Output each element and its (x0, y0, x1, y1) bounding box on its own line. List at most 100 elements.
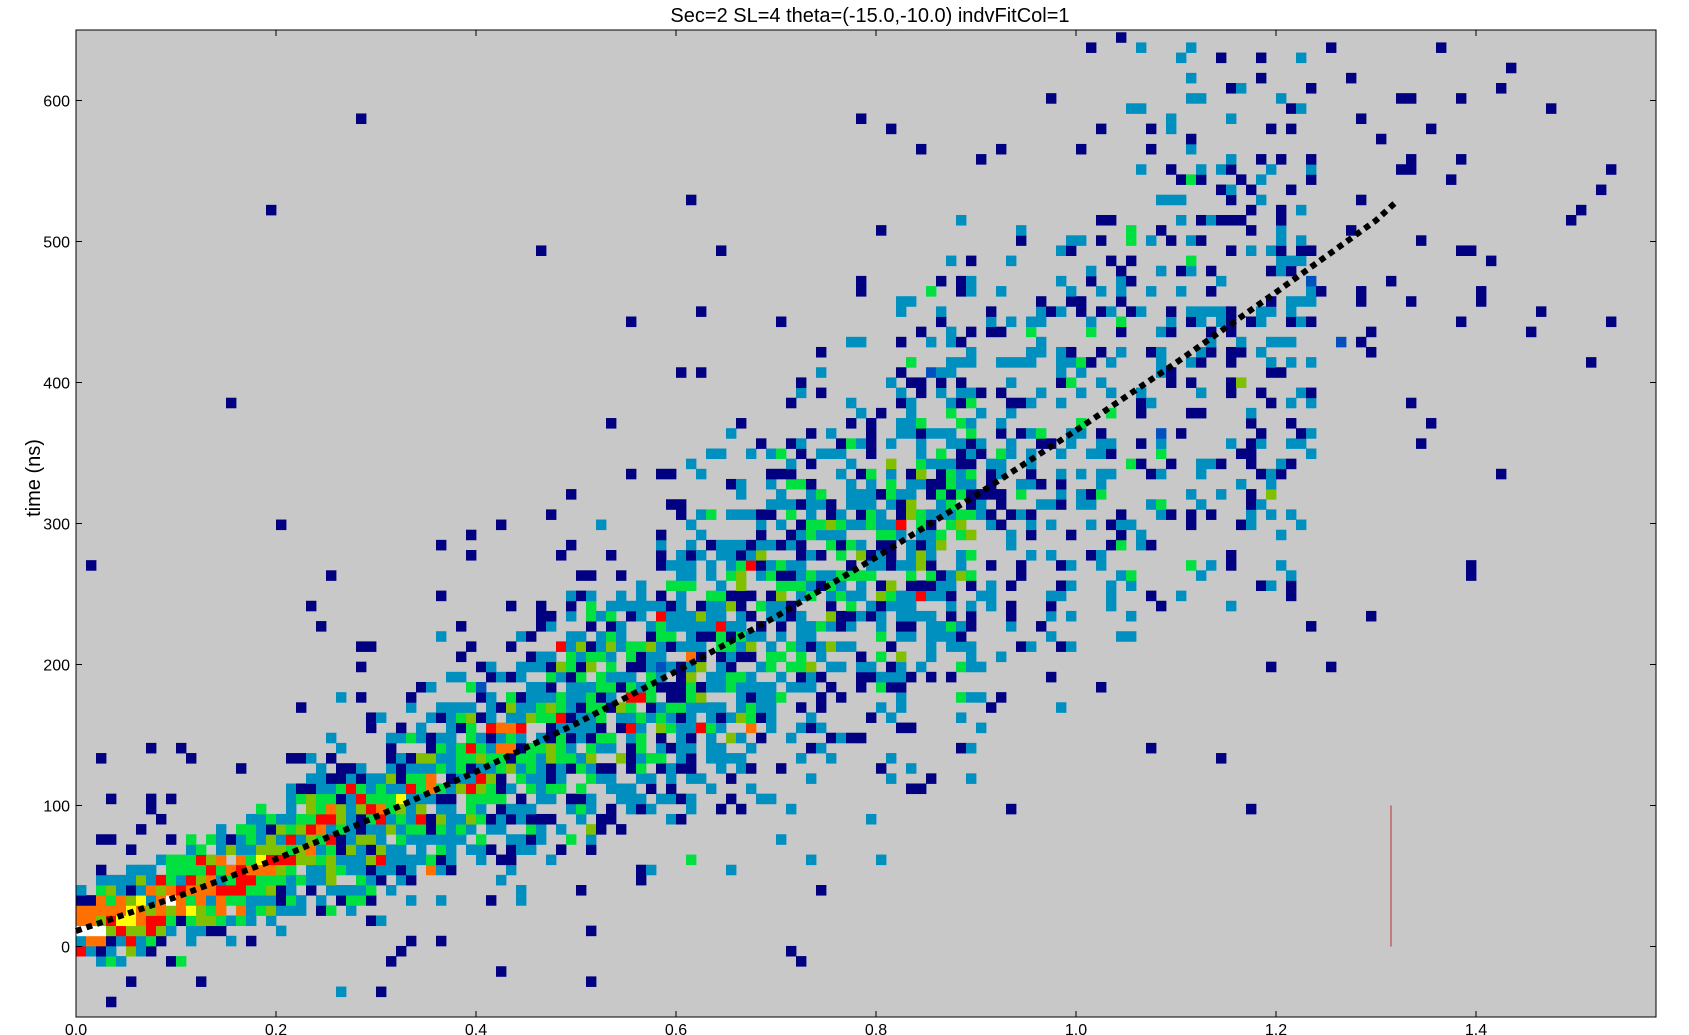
histogram-cell (456, 722, 467, 734)
histogram-cell (946, 397, 957, 409)
histogram-cell (1016, 428, 1027, 439)
histogram-cell (1276, 255, 1287, 267)
histogram-cell (666, 580, 677, 592)
histogram-cell (946, 357, 957, 368)
histogram-cell (926, 560, 937, 571)
histogram-cell (1226, 387, 1237, 399)
histogram-cell (826, 590, 837, 602)
histogram-cell (1046, 600, 1057, 612)
histogram-cell (676, 621, 687, 632)
histogram-cell (876, 590, 887, 602)
histogram-cell (206, 915, 217, 927)
histogram-cell (1196, 174, 1207, 185)
histogram-cell (926, 641, 937, 652)
histogram-cell (766, 560, 777, 571)
histogram-cell (546, 783, 557, 795)
histogram-cell (206, 874, 217, 886)
histogram-cell (1016, 235, 1027, 246)
histogram-cell (686, 742, 697, 754)
histogram-cell (926, 550, 937, 561)
histogram-cell (356, 813, 367, 825)
histogram-cell (266, 905, 277, 916)
histogram-cell (1306, 275, 1317, 287)
histogram-cell (426, 773, 437, 784)
histogram-cell (1186, 316, 1197, 328)
histogram-cell (856, 539, 867, 551)
histogram-cell (496, 722, 507, 734)
histogram-cell (326, 854, 337, 866)
histogram-cell (816, 570, 827, 581)
histogram-cell (626, 316, 637, 328)
histogram-cell (966, 661, 977, 673)
histogram-cell (736, 732, 747, 744)
histogram-cell (1316, 286, 1327, 297)
histogram-cell (486, 692, 497, 703)
histogram-cell (346, 793, 357, 805)
histogram-cell (346, 783, 357, 795)
histogram-cell (966, 610, 977, 622)
histogram-cell (836, 732, 847, 744)
histogram-cell (406, 864, 417, 876)
histogram-cell (586, 844, 597, 855)
histogram-cell (426, 783, 437, 795)
histogram-cell (616, 793, 627, 805)
histogram-cell (456, 753, 467, 764)
histogram-cell (806, 590, 817, 602)
histogram-cell (966, 468, 977, 480)
histogram-cell (1266, 367, 1277, 378)
histogram-cell (1116, 32, 1127, 43)
histogram-cell (786, 803, 797, 815)
histogram-cell (426, 712, 437, 723)
histogram-cell (466, 813, 477, 825)
histogram-cell (626, 732, 637, 744)
histogram-cell (176, 956, 187, 967)
x-tick-label: 0.8 (865, 1022, 887, 1035)
histogram-cell (1056, 448, 1067, 460)
histogram-cell (1366, 610, 1377, 622)
histogram-cell (586, 600, 597, 612)
histogram-cell (1286, 316, 1297, 328)
histogram-cell (1226, 438, 1237, 449)
histogram-cell (486, 732, 497, 744)
histogram-cell (246, 895, 257, 906)
histogram-cell (1176, 214, 1187, 226)
histogram-cell (196, 925, 207, 937)
histogram-cell (646, 661, 657, 673)
histogram-cell (656, 631, 667, 642)
histogram-cell (1166, 377, 1177, 388)
histogram-cell (1076, 428, 1087, 439)
histogram-cell (756, 509, 767, 520)
histogram-cell (756, 681, 767, 693)
histogram-cell (586, 824, 597, 835)
histogram-cell (826, 570, 837, 581)
histogram-cell (1186, 133, 1197, 145)
histogram-cell (886, 560, 897, 571)
histogram-cell (1226, 346, 1237, 358)
histogram-cell (296, 905, 307, 916)
histogram-cell (1266, 489, 1277, 500)
histogram-cell (546, 773, 557, 784)
histogram-cell (306, 773, 317, 784)
histogram-cell (886, 773, 897, 784)
histogram-cell (506, 702, 517, 713)
histogram-cell (1236, 448, 1247, 460)
histogram-cell (656, 651, 667, 663)
histogram-cell (476, 692, 487, 703)
histogram-cell (626, 468, 637, 480)
histogram-cell (1106, 539, 1117, 551)
histogram-cell (666, 763, 677, 774)
histogram-cell (166, 834, 177, 845)
histogram-cell (926, 478, 937, 490)
histogram-cell (1046, 610, 1057, 622)
histogram-cell (786, 732, 797, 744)
histogram-cell (236, 905, 247, 916)
histogram-cell (786, 539, 797, 551)
histogram-cell (786, 641, 797, 652)
histogram-cell (756, 529, 767, 541)
histogram-cell (516, 793, 527, 805)
histogram-cell (316, 895, 327, 906)
histogram-cell (516, 722, 527, 734)
histogram-cell (746, 550, 757, 561)
histogram-cell (916, 428, 927, 439)
histogram-cell (96, 925, 107, 937)
